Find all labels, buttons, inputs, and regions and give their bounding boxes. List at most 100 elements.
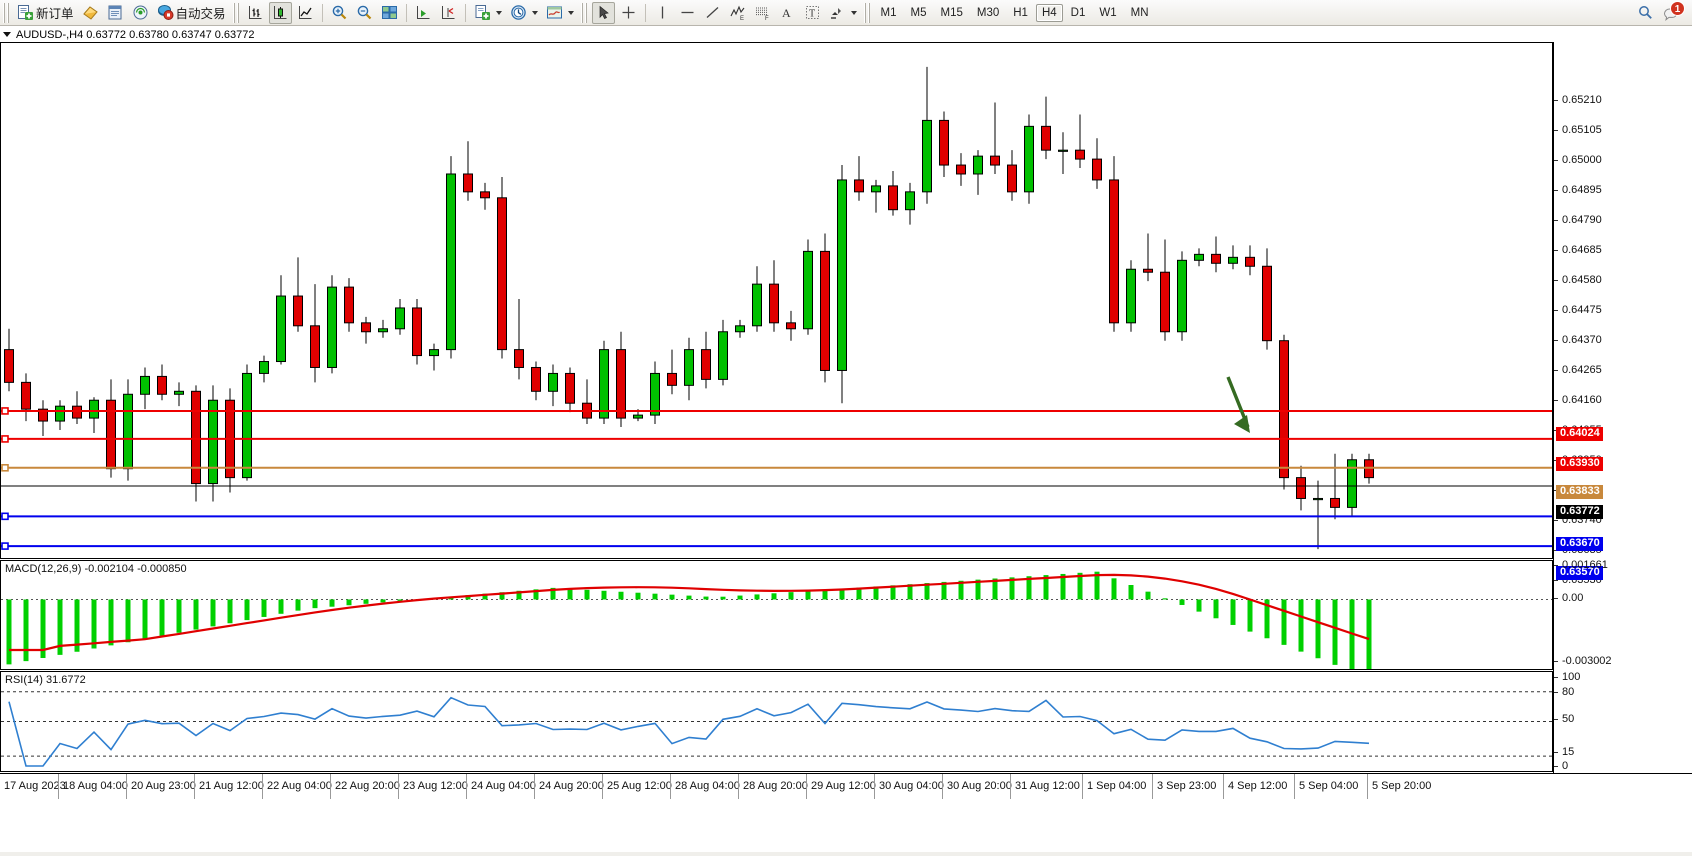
price-tick: 0.64895 xyxy=(1554,184,1602,196)
tile-windows-button[interactable] xyxy=(378,2,401,24)
time-tick-separator xyxy=(738,774,739,799)
data-window-button[interactable] xyxy=(104,2,127,24)
price-pane[interactable] xyxy=(0,42,1553,559)
timeframe-m5[interactable]: M5 xyxy=(910,6,927,19)
shapes-dropdown-arrow[interactable] xyxy=(850,10,857,15)
macd-canvas xyxy=(1,571,1552,669)
rsi-tick: 50 xyxy=(1554,713,1574,725)
time-tick: 20 Aug 23:00 xyxy=(131,780,196,792)
price-tag-blue[interactable]: 0.63670 xyxy=(1556,537,1603,551)
toolbar-separator-1 xyxy=(321,3,323,22)
elliott-wave-button[interactable]: E xyxy=(726,2,749,24)
new-indicator-dropdown-arrow[interactable] xyxy=(495,10,502,15)
timeframe-mn[interactable]: MN xyxy=(1130,6,1149,19)
vertical-line-button[interactable] xyxy=(651,2,674,24)
macd-label: MACD(12,26,9) -0.002104 -0.000850 xyxy=(5,563,187,575)
rsi-pane[interactable]: RSI(14) 31.6772 xyxy=(0,671,1553,772)
fibonacci-icon: F xyxy=(755,7,769,21)
time-tick-separator xyxy=(330,774,331,799)
price-tag-red[interactable]: 0.64024 xyxy=(1556,427,1603,441)
timeframe-m1[interactable]: M1 xyxy=(880,6,897,19)
timeframe-h1[interactable]: H1 xyxy=(1013,6,1028,19)
price-tag-red[interactable]: 0.63930 xyxy=(1556,457,1603,471)
macd-tick: 0.001661 xyxy=(1554,559,1608,571)
toolbar-grip-2[interactable] xyxy=(232,2,240,23)
timeframe-m30[interactable]: M30 xyxy=(976,6,1000,19)
time-tick-separator xyxy=(806,774,807,799)
templates-button[interactable] xyxy=(543,2,566,24)
rsi-canvas xyxy=(1,691,1552,767)
bar-chart-button[interactable] xyxy=(244,2,267,24)
auto-trading-button[interactable]: 自动交易 xyxy=(154,2,229,24)
toolbar-grip-4[interactable] xyxy=(863,2,871,23)
period-dropdown-arrow[interactable] xyxy=(531,10,538,15)
trendline-button[interactable] xyxy=(701,2,724,24)
auto-trading-icon xyxy=(157,5,174,20)
timeframe-m15[interactable]: M15 xyxy=(940,6,963,19)
price-tick: 0.64790 xyxy=(1554,214,1602,226)
time-tick: 17 Aug 2023 xyxy=(4,780,66,792)
templates-dropdown-arrow[interactable] xyxy=(567,10,574,15)
toolbar-grip[interactable] xyxy=(3,2,10,23)
price-tick: 0.64475 xyxy=(1554,304,1602,316)
zoom-in-button[interactable] xyxy=(328,2,351,24)
time-tick-separator xyxy=(398,774,399,799)
rsi-tick: 80 xyxy=(1554,686,1574,698)
price-scale[interactable]: 0.65210 0.65105 0.65000 0.64895 0.64790 0.646… xyxy=(1553,42,1692,773)
horizontal-line-icon xyxy=(681,11,694,14)
search-button[interactable] xyxy=(1634,2,1657,24)
price-tick: 0.64685 xyxy=(1554,244,1602,256)
price-tag-blue[interactable]: 0.63570 xyxy=(1556,566,1603,580)
shapes-button[interactable] xyxy=(826,2,849,24)
period-button[interactable] xyxy=(507,2,530,24)
line-chart-button[interactable] xyxy=(294,2,317,24)
timeframe-w1[interactable]: W1 xyxy=(1099,6,1117,19)
text-box-button[interactable]: T xyxy=(801,2,824,24)
time-tick: 5 Sep 04:00 xyxy=(1299,780,1359,792)
price-tag-orange[interactable]: 0.63833 xyxy=(1556,485,1603,499)
cursor-button[interactable] xyxy=(591,1,615,24)
time-tick-separator xyxy=(1152,774,1153,799)
timeframe-d1[interactable]: D1 xyxy=(1070,6,1086,19)
time-tick-separator xyxy=(670,774,671,799)
time-tick-separator xyxy=(1294,774,1295,799)
price-tag-black[interactable]: 0.63772 xyxy=(1556,505,1603,519)
horizontal-line-button[interactable] xyxy=(676,2,699,24)
time-tick-separator xyxy=(874,774,875,799)
rsi-tick: 100 xyxy=(1554,671,1580,683)
time-tick: 18 Aug 04:00 xyxy=(63,780,128,792)
time-tick-separator xyxy=(602,774,603,799)
fibonacci-button[interactable]: F xyxy=(751,2,774,24)
expert-advisors-button[interactable] xyxy=(79,2,102,24)
auto-scroll-button[interactable] xyxy=(437,2,460,24)
collapse-triangle-icon[interactable] xyxy=(3,32,11,37)
new-order-button[interactable]: 新订单 xyxy=(14,2,77,24)
time-tick-separator xyxy=(1223,774,1224,799)
tile-windows-icon xyxy=(381,6,397,19)
text-label-button[interactable]: A xyxy=(776,2,799,24)
symbol-info-bar: AUDUSD-,H4 0.63772 0.63780 0.63747 0.637… xyxy=(0,27,1692,42)
zoom-out-button[interactable] xyxy=(353,2,376,24)
notifications-button[interactable]: 1 xyxy=(1658,0,1685,24)
price-tick: 0.65210 xyxy=(1554,94,1602,106)
status-bar xyxy=(0,852,1692,856)
cursor-icon xyxy=(599,5,609,19)
time-scale[interactable]: 17 Aug 2023 18 Aug 04:00 20 Aug 23:00 21 Au… xyxy=(0,773,1692,799)
chart-shift-button[interactable] xyxy=(412,2,435,24)
new-indicator-button[interactable] xyxy=(471,2,494,24)
svg-text:A: A xyxy=(782,6,791,20)
zoom-in-icon xyxy=(332,5,346,20)
crosshair-button[interactable] xyxy=(617,2,640,24)
auto-trading-label: 自动交易 xyxy=(175,7,226,21)
candlestick-chart-button[interactable] xyxy=(268,1,292,24)
macd-pane[interactable]: MACD(12,26,9) -0.002104 -0.000850 xyxy=(0,560,1553,670)
chart-area: MACD(12,26,9) -0.002104 -0.000850 RSI(14… xyxy=(0,42,1692,856)
toolbar-grip-3[interactable] xyxy=(580,2,588,23)
signals-button[interactable] xyxy=(129,2,152,24)
time-tick: 24 Aug 04:00 xyxy=(471,780,536,792)
time-tick: 21 Aug 12:00 xyxy=(199,780,264,792)
time-tick: 3 Sep 23:00 xyxy=(1157,780,1217,792)
timeframe-h4[interactable]: H4 xyxy=(1035,3,1063,22)
rsi-label: RSI(14) 31.6772 xyxy=(5,674,86,686)
